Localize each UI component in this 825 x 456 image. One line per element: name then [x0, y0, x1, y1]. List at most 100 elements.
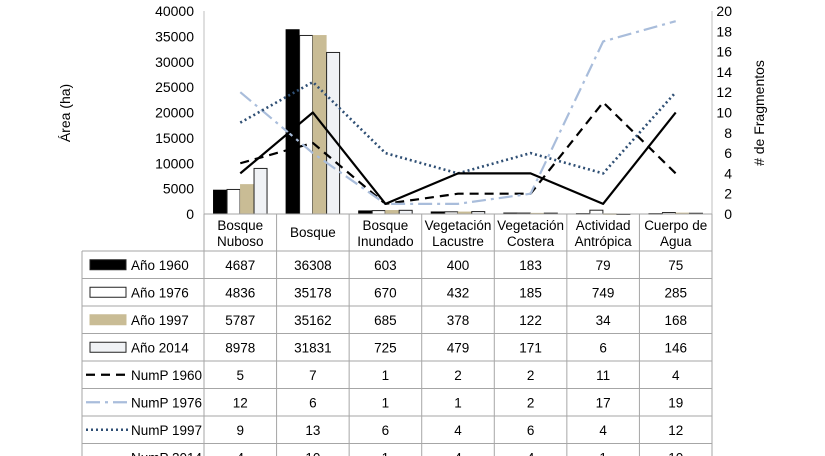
table-cell: 10 [668, 450, 683, 456]
table-cell: 685 [374, 313, 397, 328]
table-cell: 8978 [225, 340, 255, 355]
y-tick-label: 5000 [163, 181, 194, 197]
table-cell: 36308 [294, 258, 332, 273]
series-name: Año 1976 [131, 285, 189, 300]
table-cell: 1 [382, 368, 390, 383]
bar [299, 34, 314, 215]
category-label: Costera [507, 234, 555, 249]
category-label: Actividad [576, 218, 631, 233]
table-cell: 4 [599, 423, 607, 438]
table-cell: 479 [447, 340, 470, 355]
table-cell: 4 [237, 450, 245, 456]
table-cell: 2 [527, 368, 535, 383]
table-cell: 31831 [294, 340, 332, 355]
category-label: Lacustre [432, 234, 484, 249]
y2-tick-label: 18 [716, 23, 732, 39]
table-cell: 4 [454, 423, 462, 438]
table-cell: 1 [382, 450, 390, 456]
y2-tick-label: 10 [716, 105, 732, 121]
y-tick-label: 0 [186, 206, 194, 222]
bar [285, 29, 300, 215]
table-cell: 79 [596, 258, 611, 273]
table-cell: 168 [664, 313, 687, 328]
table-cell: 17 [596, 395, 611, 410]
y-tick-label: 30000 [155, 54, 194, 70]
category-label: Cuerpo de [644, 218, 707, 233]
table-cell: 5 [237, 368, 245, 383]
bar [253, 167, 268, 215]
y-tick-label: 35000 [155, 28, 194, 44]
table-cell: 6 [599, 340, 607, 355]
table-cell: 285 [664, 285, 687, 300]
y2-tick-label: 12 [716, 84, 732, 100]
table-cell: 9 [237, 423, 245, 438]
legend-swatch [89, 314, 127, 326]
series-name: Año 1960 [131, 258, 189, 273]
bar [213, 189, 228, 215]
table-cell: 725 [374, 340, 397, 355]
y2-tick-label: 16 [716, 44, 732, 60]
series-line [239, 111, 677, 205]
bars-layer [213, 29, 703, 215]
table-cell: 670 [374, 285, 397, 300]
y2-tick-label: 14 [716, 64, 732, 80]
legend-swatch [89, 341, 127, 353]
table-cell: 19 [668, 395, 683, 410]
bar [312, 35, 327, 215]
bar [240, 184, 255, 215]
table-cell: 2 [527, 395, 535, 410]
table-cell: 6 [527, 423, 535, 438]
table-cell: 400 [447, 258, 470, 273]
table-cell: 10 [305, 450, 320, 456]
bar [385, 210, 400, 215]
category-label: Antrópica [575, 234, 633, 249]
series-name: NumP 1976 [131, 395, 202, 410]
category-label: Agua [660, 234, 692, 249]
y-tick-label: 10000 [155, 155, 194, 171]
table-cell: 1 [599, 450, 607, 456]
table-cell: 6 [309, 395, 317, 410]
table-cell: 432 [447, 285, 470, 300]
y2-tick-label: 4 [724, 165, 732, 181]
y-axis-label: Área (ha) [57, 84, 73, 142]
legend-swatch [89, 286, 127, 298]
table-cell: 146 [664, 340, 687, 355]
category-label: Bosque [217, 218, 263, 233]
y2-tick-label: 2 [724, 186, 732, 202]
category-label: Vegetación [425, 218, 492, 233]
category-label: Nuboso [217, 234, 264, 249]
series-name: NumP 1960 [131, 368, 202, 383]
table-cell: 2 [454, 368, 462, 383]
table-cell: 12 [668, 423, 683, 438]
y2-tick-label: 8 [724, 125, 732, 141]
table-cell: 4 [527, 450, 535, 456]
table-cell: 75 [668, 258, 683, 273]
table-cell: 34 [596, 313, 612, 328]
table-cell: 11 [596, 368, 610, 383]
table-cell: 603 [374, 258, 397, 273]
lines-layer [239, 20, 677, 205]
table-cell: 171 [519, 340, 542, 355]
series-name: NumP 1997 [131, 423, 202, 438]
table-cell: 4 [454, 450, 462, 456]
y2-axis-label: # de Fragmentos [751, 60, 767, 166]
bar [398, 209, 413, 215]
table-cell: 7 [309, 368, 317, 383]
category-label: Vegetación [497, 218, 564, 233]
y-tick-label: 25000 [155, 79, 194, 95]
y-tick-label: 20000 [155, 105, 194, 121]
series-line [239, 20, 677, 205]
series-line [239, 101, 677, 205]
table-cell: 1 [382, 395, 390, 410]
category-label: Inundado [357, 234, 413, 249]
legend-swatch [89, 259, 127, 271]
table-cell: 4687 [225, 258, 255, 273]
series-name: NumP 2014 [131, 450, 203, 456]
table-cell: 13 [305, 423, 320, 438]
table-cell: 122 [519, 313, 542, 328]
series-name: Año 1997 [131, 313, 189, 328]
bar [226, 188, 241, 215]
series-name: Año 2014 [131, 340, 189, 355]
